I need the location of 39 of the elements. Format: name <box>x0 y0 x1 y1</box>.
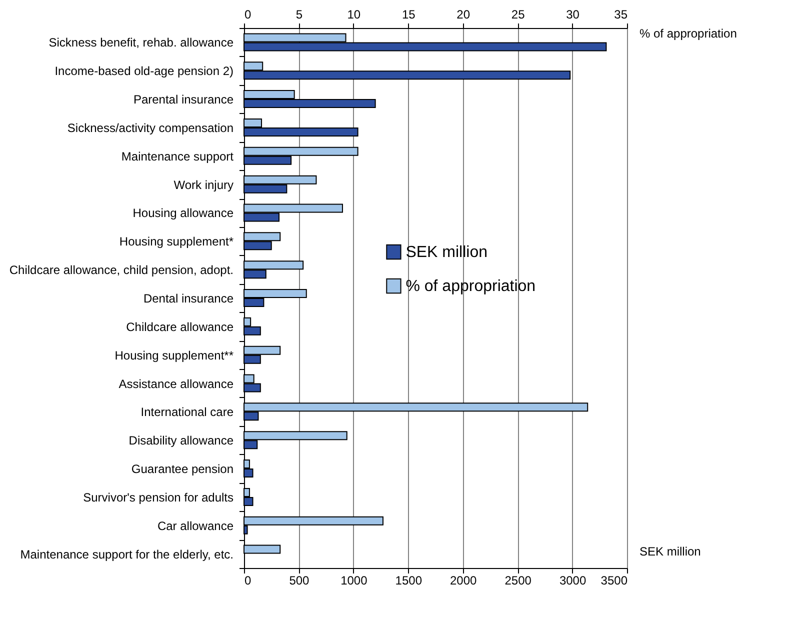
x-tick-label: 3500 <box>600 574 628 588</box>
y-tick-label: International care <box>140 405 234 420</box>
x2-tick-label: 10 <box>347 8 361 22</box>
y-tick-label: Sickness benefit, rehab. allowance <box>48 36 234 50</box>
x-tick-label: 0 <box>244 574 252 588</box>
x-axis-title: SEK million <box>640 544 701 558</box>
y-tick-label: Car allowance <box>157 518 234 533</box>
y-tick-label: Dental insurance <box>143 292 234 306</box>
x2-tick-label: 5 <box>296 8 303 22</box>
x2-tick-label: 35 <box>614 8 628 22</box>
x2-tick-label: 20 <box>456 8 470 22</box>
x-tick-label: 1500 <box>395 574 422 588</box>
y-tick-label: Income-based old-age pension 2) <box>54 64 234 78</box>
y-tick-label: Assistance allowance <box>118 376 234 391</box>
y-tick-label: Childcare allowance, child pension, adopt. <box>9 263 234 278</box>
y-tick-label: Childcare allowance <box>126 320 234 334</box>
y-tick-label: Work injury <box>174 178 234 192</box>
y-tick-label: Guarantee pension <box>131 462 234 476</box>
x2-tick-label: 0 <box>244 8 252 22</box>
x-tick-label: 3000 <box>559 574 586 588</box>
legend-label: SEK million <box>406 244 488 261</box>
x2-tick-label: 15 <box>402 8 416 22</box>
y-tick-label: Parental insurance <box>133 92 234 107</box>
x2-tick-label: 30 <box>566 8 580 22</box>
x-tick-label: 2000 <box>450 574 478 588</box>
x2-tick-label: 25 <box>511 8 526 22</box>
x-tick-label: 2500 <box>504 574 532 588</box>
x-tick-label: 1000 <box>340 574 368 588</box>
y-tick-label: Housing allowance <box>132 206 234 220</box>
y-tick-label: Maintenance support <box>121 149 234 164</box>
x2-axis-title: % of appropriation <box>640 26 737 40</box>
y-tick-label: Survivor's pension for adults <box>83 490 234 504</box>
legend-label: % of appropriation <box>406 278 536 295</box>
y-tick-label: Housing supplement** <box>114 348 234 362</box>
y-tick-label: Sickness/activity compensation <box>67 120 234 135</box>
y-tick-label: Disability allowance <box>128 434 234 448</box>
y-tick-label: Maintenance support for the elderly, etc. <box>20 547 234 562</box>
x-tick-label: 500 <box>289 574 310 588</box>
y-tick-label: Housing supplement* <box>119 234 234 249</box>
